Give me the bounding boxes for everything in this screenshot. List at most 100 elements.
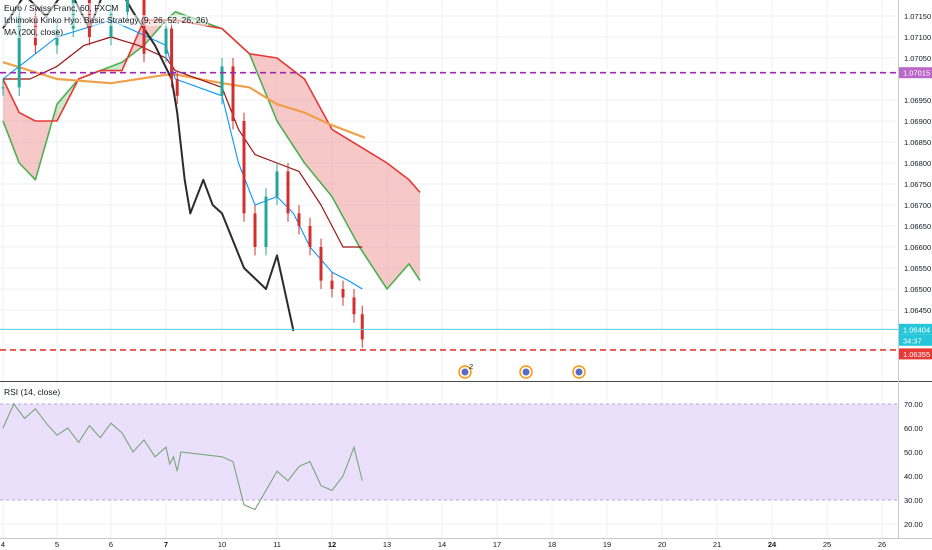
- candle-body: [17, 16, 21, 88]
- price-tick-label: 1.07150: [904, 12, 931, 21]
- candle-body: [308, 226, 312, 247]
- symbol-legend[interactable]: Euro / Swiss Franc, 60, FXCM: [4, 3, 119, 14]
- time-tick-label: 24: [768, 540, 777, 549]
- candle-body: [275, 171, 279, 197]
- time-axis[interactable]: 4 5 6 7 10 11 12 13 14 17 18 19 20 21 24 25 26: [1, 540, 886, 549]
- level-line-badge-text: 1.07015: [903, 69, 930, 78]
- candle-body: [1, 87, 5, 89]
- candle-body: [286, 171, 290, 214]
- candle-body: [142, 0, 146, 54]
- cloud-segment: [19, 112, 36, 180]
- price-tick-label: 1.06900: [904, 117, 931, 126]
- cloud-segment: [409, 179, 420, 281]
- current-price-badge-text: 1.06404: [903, 325, 930, 334]
- rsi-pane: [2, 402, 363, 511]
- time-tick-label: 7: [164, 540, 168, 549]
- price-badges: 1.07015 1.06404 34:37 1.06355: [899, 67, 932, 360]
- price-tick-label: 1.06550: [904, 264, 931, 273]
- countdown-badge-text: 34:37: [903, 336, 922, 345]
- rsi-tick-label: 50.00: [904, 448, 923, 457]
- candle-body: [71, 0, 75, 29]
- candle-body: [297, 213, 301, 226]
- event-marker[interactable]: [519, 365, 533, 379]
- rsi-tick-label: 40.00: [904, 472, 923, 481]
- rsi-axis[interactable]: 70.00 60.00 50.00 40.00 30.00 20.00: [904, 400, 923, 529]
- countdown-badge-bg: [899, 334, 932, 346]
- price-tick-label: 1.06750: [904, 180, 931, 189]
- event-marker-count: 2: [469, 362, 473, 371]
- time-tick-label: 19: [603, 540, 611, 549]
- candle-body: [253, 213, 257, 247]
- price-tick-label: 1.06650: [904, 222, 931, 231]
- event-markers[interactable]: 2: [458, 362, 586, 379]
- price-tick-label: 1.06700: [904, 201, 931, 210]
- flag-icon: [461, 368, 469, 376]
- rsi-legend[interactable]: RSI (14, close): [4, 387, 61, 398]
- stop-level-badge-text: 1.06355: [903, 350, 930, 359]
- price-tick-label: 1.07100: [904, 33, 931, 42]
- time-tick-label: 12: [328, 540, 336, 549]
- candle-body: [264, 196, 268, 247]
- ichimoku-legend[interactable]: Ichimoku Kinko Hyo: Basic Strategy (9, 2…: [4, 15, 209, 26]
- price-tick-label: 1.06500: [904, 285, 931, 294]
- price-tick-label: 1.06450: [904, 306, 931, 315]
- candle-body: [126, 0, 129, 12]
- price-tick-label: 1.06800: [904, 159, 931, 168]
- candle-body: [175, 79, 179, 96]
- price-tick-label: 1.06950: [904, 96, 931, 105]
- time-tick-label: 6: [109, 540, 113, 549]
- time-tick-label: 13: [383, 540, 391, 549]
- rsi-tick-label: 60.00: [904, 424, 923, 433]
- time-tick-label: 11: [273, 540, 281, 549]
- candle-body: [242, 121, 246, 214]
- cloud-segment: [387, 163, 409, 289]
- cloud-segment: [304, 79, 332, 197]
- rsi-tick-label: 20.00: [904, 520, 923, 529]
- stop-level-badge-bg: [899, 348, 932, 360]
- stop-level-badge: 1.06355: [899, 348, 932, 360]
- horizontal-levels[interactable]: [0, 71, 898, 351]
- time-tick-label: 20: [658, 540, 666, 549]
- candle-body: [341, 289, 345, 298]
- lagging-span-line: [2, 0, 295, 332]
- candle-body: [330, 280, 334, 289]
- candle-body: [352, 297, 356, 315]
- countdown-badge: 34:37: [899, 334, 932, 346]
- time-tick-label: 10: [218, 540, 226, 549]
- candle-body: [231, 66, 235, 121]
- cloud-segment: [3, 79, 20, 163]
- ma-legend[interactable]: MA (200, close): [4, 27, 64, 38]
- time-tick-label: 5: [55, 540, 59, 549]
- candle-body: [319, 247, 323, 281]
- candle-body: [164, 28, 168, 54]
- time-tick-label: 26: [878, 540, 886, 549]
- current-price-badge-bg: [899, 323, 932, 335]
- price-axis[interactable]: 1.07150 1.07100 1.07050 1.06950 1.06900 1.068…: [904, 12, 931, 315]
- candle-body: [220, 66, 224, 96]
- time-tick-label: 25: [823, 540, 831, 549]
- rsi-tick-label: 30.00: [904, 496, 923, 505]
- flag-icon: [575, 368, 583, 376]
- price-tick-label: 1.07050: [904, 54, 931, 63]
- rsi-band: [0, 404, 898, 500]
- flag-icon: [522, 368, 530, 376]
- time-tick-label: 4: [1, 540, 5, 549]
- base-line: [3, 36, 363, 248]
- level-line-badge: 1.07015: [899, 67, 932, 79]
- event-marker[interactable]: 2: [458, 362, 473, 379]
- cloud-segment: [332, 129, 360, 247]
- candle-body: [170, 28, 174, 80]
- rsi-line: [2, 402, 363, 511]
- candle-body: [360, 314, 364, 340]
- time-tick-label: 18: [548, 540, 556, 549]
- level-line-badge-bg: [899, 67, 932, 79]
- cloud-segment: [277, 58, 305, 163]
- price-tick-label: 1.06600: [904, 243, 931, 252]
- price-tick-label: 1.06850: [904, 138, 931, 147]
- time-tick-label: 17: [493, 540, 501, 549]
- cloud-segment: [359, 146, 387, 289]
- price-candles: [1, 0, 364, 348]
- current-price-badge: 1.06404: [899, 323, 932, 335]
- event-marker[interactable]: [572, 365, 586, 379]
